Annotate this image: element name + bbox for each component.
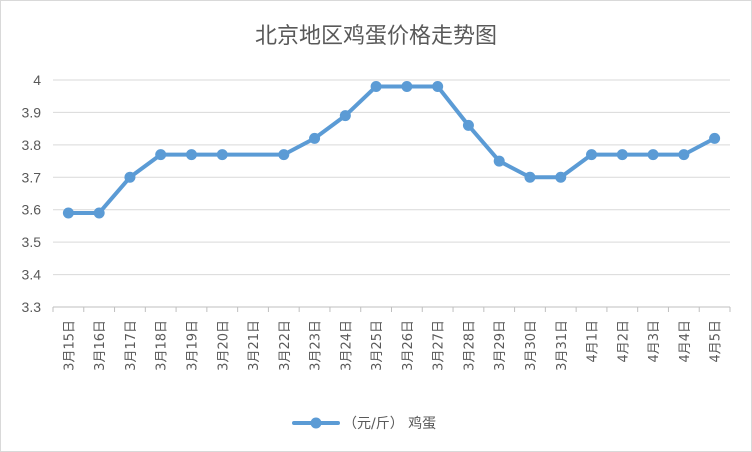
x-tick-label: 4月1日 (586, 320, 601, 363)
x-tick-label: 4月2日 (616, 320, 631, 363)
data-point (524, 171, 536, 183)
data-point (124, 171, 136, 183)
data-point (62, 207, 74, 219)
x-tick-label: 3月24日 (339, 320, 354, 371)
x-tick-label: 3月29日 (493, 320, 508, 371)
x-tick-label: 3月28日 (462, 320, 477, 371)
data-point (555, 171, 567, 183)
legend: （元/斤） 鸡蛋 (292, 415, 436, 432)
x-tick-label: 3月16日 (93, 320, 108, 371)
x-tick-label: 3月19日 (185, 320, 200, 371)
x-tick-label: 4月4日 (678, 320, 693, 363)
data-point (93, 207, 105, 219)
data-point (309, 132, 321, 144)
x-tick-label: 4月5日 (709, 320, 724, 363)
legend-label: （元/斤） 鸡蛋 (343, 415, 436, 432)
grid-layer (52, 79, 731, 312)
data-point (709, 132, 721, 144)
y-tick-label: 3.6 (22, 202, 42, 218)
y-tick-label: 3.3 (22, 299, 42, 315)
data-point (339, 110, 351, 122)
x-tick-label: 3月30日 (524, 320, 539, 371)
data-point (185, 149, 197, 161)
x-tick-label: 3月18日 (155, 320, 170, 371)
data-point (401, 80, 413, 92)
x-tick-label: 3月27日 (432, 320, 447, 371)
data-point (278, 149, 290, 161)
y-tick-label: 3.8 (22, 137, 42, 153)
data-point (493, 155, 505, 167)
x-tick-label: 3月25日 (370, 320, 385, 371)
data-point (462, 119, 474, 131)
x-tick-label: 3月26日 (401, 320, 416, 371)
chart-title: 北京地区鸡蛋价格走势图 (255, 24, 497, 49)
y-tick-label: 4 (33, 72, 41, 88)
data-point (586, 149, 598, 161)
y-tick-label: 3.5 (22, 234, 42, 250)
x-tick-label: 4月3日 (647, 320, 662, 363)
x-tick-label: 3月17日 (124, 320, 139, 371)
data-point (432, 80, 444, 92)
y-tick-label: 3.7 (22, 169, 42, 185)
legend-point-marker (310, 417, 322, 429)
y-tick-label: 3.4 (22, 267, 42, 283)
x-tick-label: 3月21日 (247, 320, 262, 371)
x-tick-label: 3月20日 (216, 320, 231, 371)
data-point (155, 149, 167, 161)
series-layer (62, 80, 721, 219)
x-tick-label: 3月23日 (309, 320, 324, 371)
data-point (647, 149, 659, 161)
data-point (616, 149, 628, 161)
x-tick-label: 3月15日 (62, 320, 77, 371)
data-point (678, 149, 690, 161)
x-tick-labels: 3月15日 3月16日 3月17日 3月18日 3月19日 3月20日 3月21日 3月22日… (62, 320, 723, 371)
x-tick-label: 3月31日 (555, 320, 570, 371)
y-tick-label: 3.9 (22, 104, 42, 120)
data-point (216, 149, 228, 161)
series-line (66, 84, 717, 215)
x-tick-label: 3月22日 (278, 320, 293, 371)
data-point (370, 80, 382, 92)
y-tick-labels: 3.3 3.4 3.5 3.6 3.7 3.8 3.9 4 (22, 72, 42, 315)
